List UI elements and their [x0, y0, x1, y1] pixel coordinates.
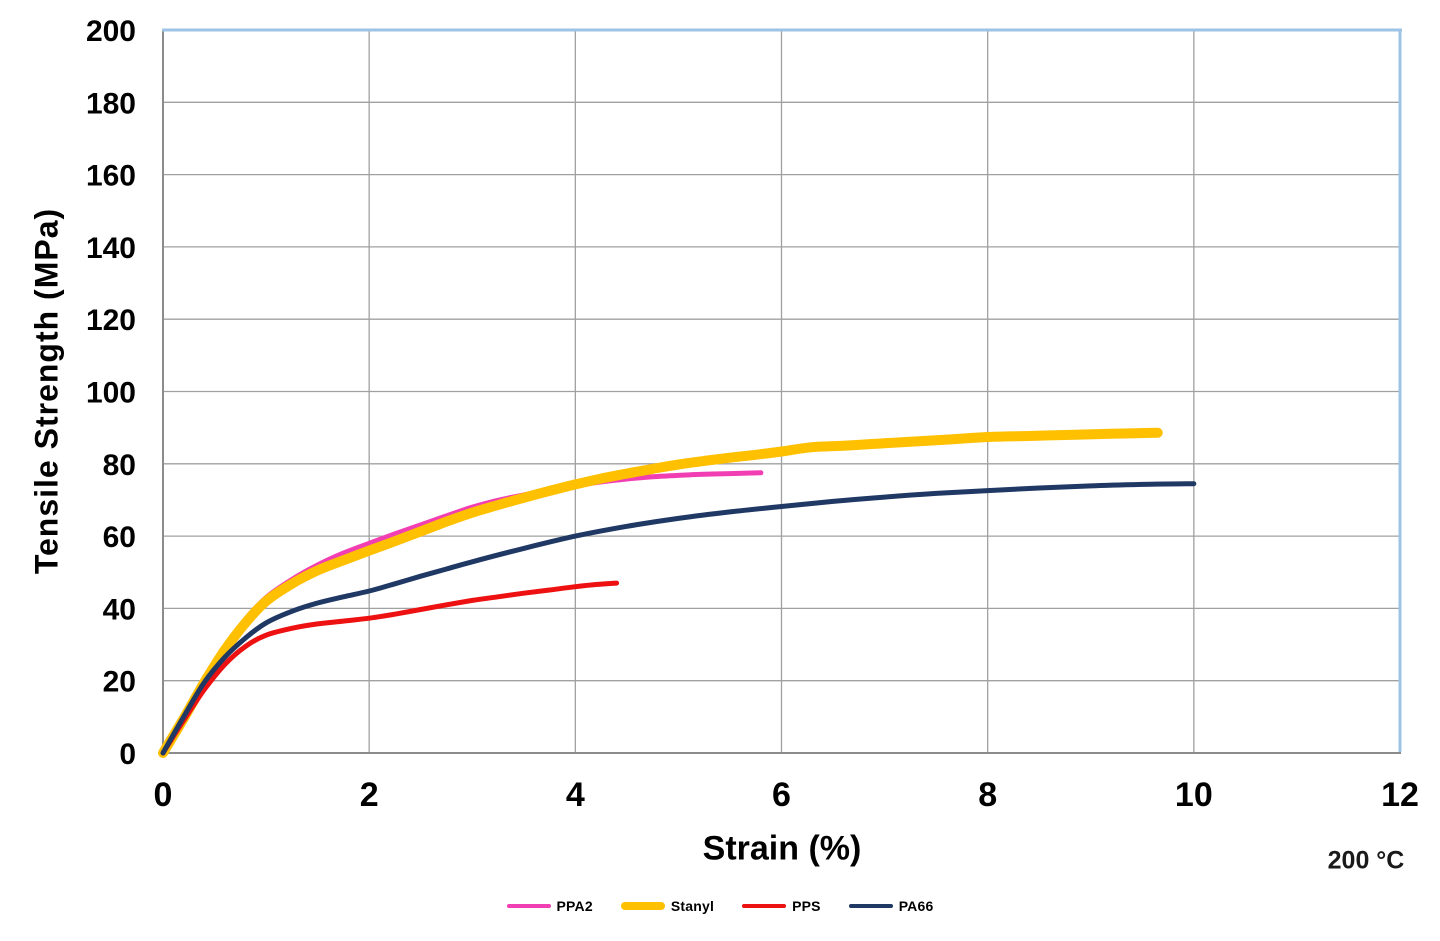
series-line-pa66: [160, 481, 1197, 756]
x-tick-label: 0: [154, 776, 173, 814]
legend-item-ppa2: PPA2: [506, 898, 593, 914]
series-line-stanyl: [158, 427, 1163, 758]
x-tick-label: 2: [360, 776, 379, 814]
y-tick-label: 80: [103, 449, 136, 482]
temperature-annotation: 200 °C: [1327, 846, 1405, 875]
x-tick-label: 12: [1381, 776, 1419, 814]
x-tick-label: 10: [1175, 776, 1213, 814]
y-axis-title: Tensile Strength (MPa): [28, 207, 65, 575]
y-tick-label: 60: [103, 521, 136, 554]
legend-label: Stanyl: [670, 898, 715, 914]
legend-swatch-pps: [742, 904, 787, 908]
x-axis-title: Strain (%): [702, 829, 862, 868]
series-line-pps: [160, 580, 620, 756]
x-tick-label: 4: [566, 776, 585, 814]
legend-swatch-ppa2: [506, 904, 551, 908]
y-tick-label: 20: [103, 666, 136, 699]
legend: PPA2 Stanyl PPS PA66: [0, 898, 1440, 914]
y-tick-label: 160: [86, 160, 136, 193]
legend-item-stanyl: Stanyl: [620, 898, 715, 914]
y-tick-label: 0: [119, 738, 136, 771]
y-tick-label: 140: [86, 232, 136, 265]
legend-swatch-pa66: [848, 904, 893, 908]
legend-label: PPS: [792, 898, 821, 914]
x-tick-label: 8: [978, 776, 997, 814]
y-tick-label: 40: [103, 593, 136, 626]
legend-label: PPA2: [556, 898, 593, 914]
y-tick-label: 120: [86, 304, 136, 337]
y-tick-label: 100: [86, 377, 136, 410]
legend-item-pps: PPS: [742, 898, 821, 914]
x-tick-label: 6: [772, 776, 791, 814]
legend-item-pa66: PA66: [848, 898, 934, 914]
y-tick-label: 180: [86, 87, 136, 120]
legend-label: PA66: [898, 898, 934, 914]
legend-swatch-stanyl: [620, 902, 665, 910]
y-tick-label: 200: [86, 15, 136, 48]
